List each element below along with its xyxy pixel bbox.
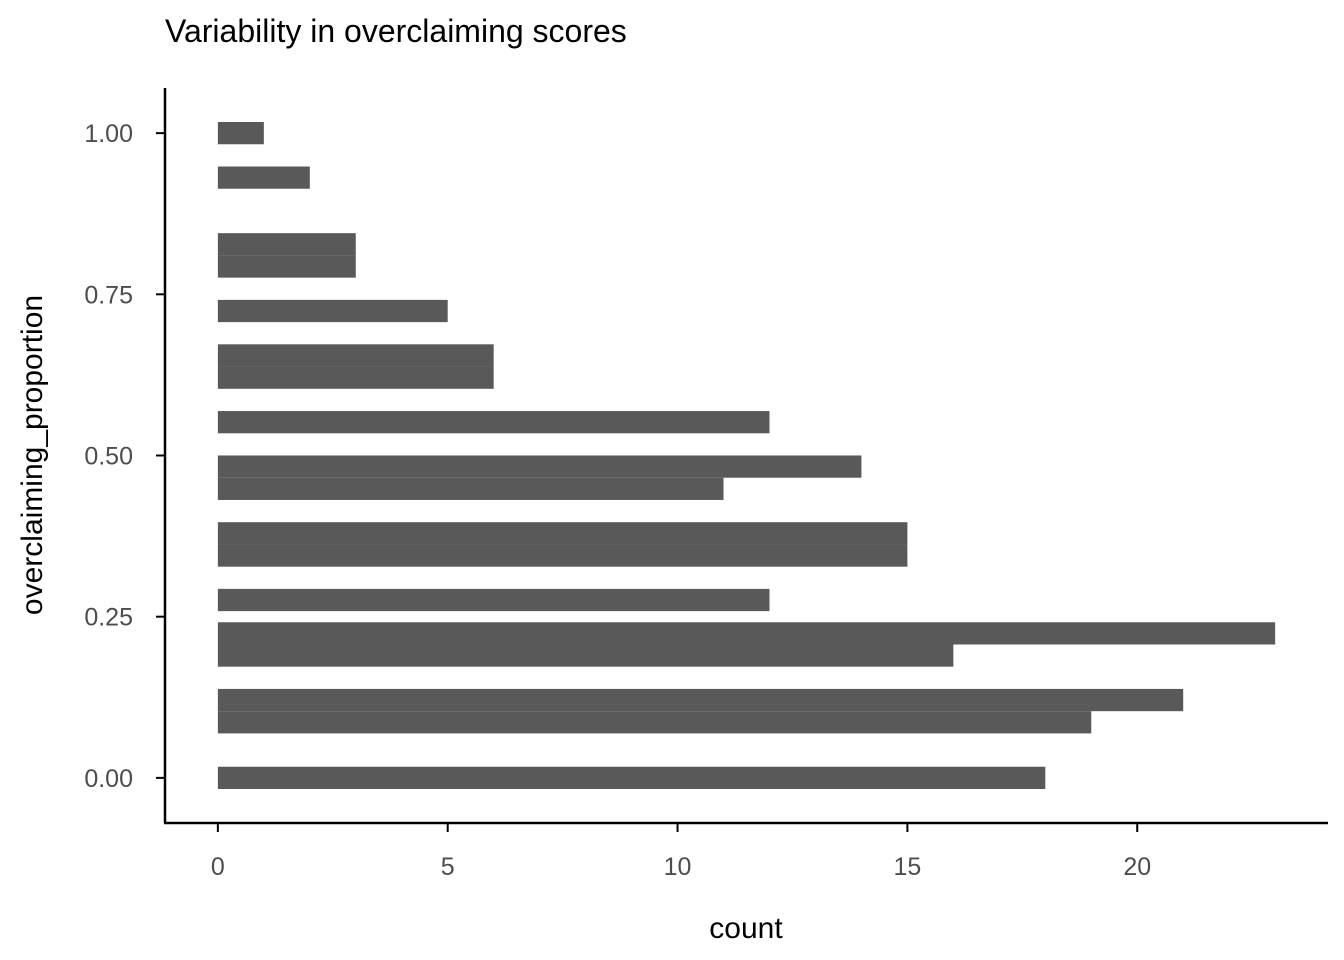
x-tick-label: 10: [664, 853, 692, 881]
x-axis-ticks: 0 5 10 15 20: [211, 823, 1151, 881]
x-axis-title: count: [709, 912, 783, 945]
histogram-bar-12: [217, 344, 494, 367]
y-tick-label: 0.75: [84, 281, 133, 309]
chart-title: Variability in overclaiming scores: [165, 13, 627, 49]
y-tick-label: 0.25: [84, 604, 133, 632]
histogram-bar-9: [217, 455, 862, 478]
histogram-bar-7: [217, 522, 908, 545]
y-axis-ticks: 0.00 0.25 0.50 0.75 1.00: [84, 120, 165, 793]
bars-group: [217, 122, 1276, 789]
histogram-bar-13: [217, 299, 448, 323]
histogram-bar-4: [217, 622, 1276, 645]
histogram-bar-6: [217, 544, 908, 567]
histogram-bar-16: [217, 166, 310, 189]
y-tick-label: 1.00: [84, 120, 133, 148]
histogram-bar-0: [217, 766, 1046, 789]
histogram-bar-10: [217, 411, 770, 434]
histogram-bar-17: [217, 122, 264, 145]
histogram-bar-3: [217, 644, 954, 667]
x-tick-label: 20: [1123, 853, 1151, 881]
histogram-bar-11: [217, 366, 494, 389]
histogram-bar-2: [217, 688, 1184, 712]
y-axis-title: overclaiming_proportion: [16, 295, 49, 615]
x-tick-label: 0: [211, 853, 225, 881]
histogram-bar-8: [217, 477, 724, 500]
x-tick-label: 15: [893, 853, 921, 881]
y-tick-label: 0.50: [84, 443, 133, 471]
histogram-bar-15: [217, 233, 356, 256]
histogram-bar-14: [217, 255, 356, 278]
histogram-bar-5: [217, 588, 770, 612]
histogram-bar-1: [217, 711, 1092, 734]
x-tick-label: 5: [441, 853, 455, 881]
y-tick-label: 0.00: [84, 765, 133, 793]
